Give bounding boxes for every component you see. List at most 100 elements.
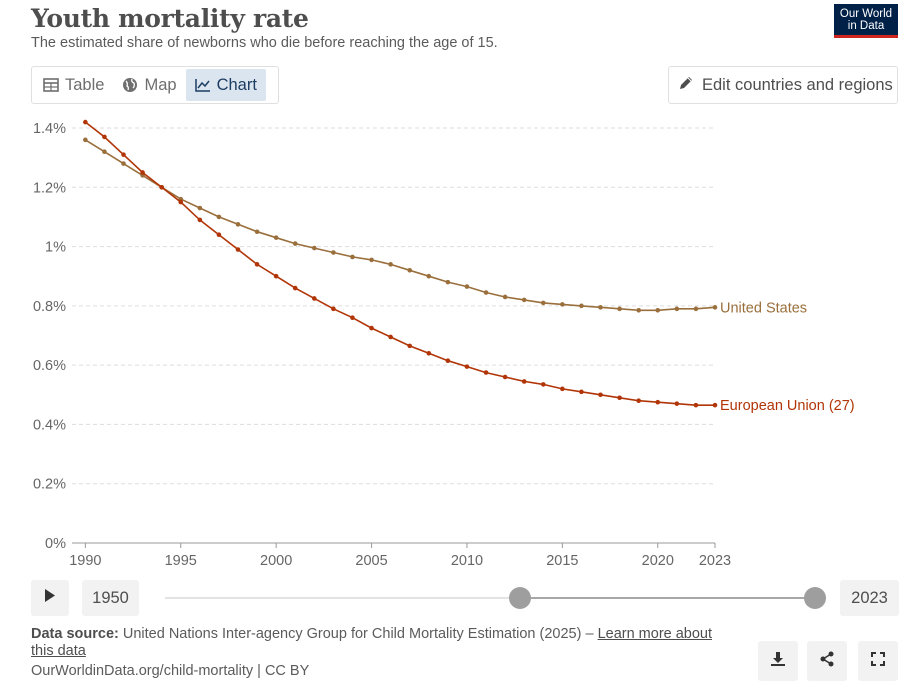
series-line-1[interactable]: [84, 121, 715, 407]
data-point[interactable]: [407, 343, 413, 349]
data-point[interactable]: [502, 294, 508, 300]
data-point[interactable]: [350, 254, 355, 260]
timeline-selected-range[interactable]: [520, 597, 816, 599]
data-point[interactable]: [693, 306, 699, 312]
data-point[interactable]: [369, 325, 374, 331]
data-point[interactable]: [579, 303, 584, 309]
data-point[interactable]: [407, 267, 413, 273]
data-point[interactable]: [540, 300, 546, 306]
data-point[interactable]: [712, 402, 718, 408]
data-point[interactable]: [674, 306, 680, 312]
data-point[interactable]: [617, 395, 622, 401]
x-tick-label: 2000: [260, 553, 292, 569]
x-tick-label: 2015: [546, 553, 578, 569]
series-line-0[interactable]: [84, 139, 716, 312]
data-point[interactable]: [292, 241, 298, 246]
data-point[interactable]: [598, 305, 603, 310]
data-point[interactable]: [254, 229, 260, 235]
data-point[interactable]: [83, 119, 88, 125]
line-chart: 0% 0.2% 0.4% 0.6% 0.8% 1% 1.2% 1.4% 1990 1995 2000…: [33, 119, 855, 569]
data-point[interactable]: [292, 285, 298, 291]
timeline-end-year[interactable]: 2023: [840, 580, 899, 616]
data-point[interactable]: [445, 279, 451, 285]
data-point[interactable]: [445, 358, 451, 363]
timeline-track[interactable]: [165, 597, 815, 599]
data-point[interactable]: [636, 308, 641, 313]
data-point[interactable]: [273, 273, 279, 279]
fullscreen-button[interactable]: [858, 641, 898, 681]
data-point[interactable]: [216, 214, 222, 220]
data-point[interactable]: [521, 297, 527, 303]
data-point[interactable]: [121, 152, 126, 157]
timeline-end-handle[interactable]: [804, 587, 826, 609]
y-tick-label: 0%: [45, 536, 66, 552]
tab-table[interactable]: Table: [34, 69, 113, 101]
data-point[interactable]: [331, 250, 336, 255]
edit-countries-button[interactable]: Edit countries and regions: [668, 66, 898, 104]
data-point[interactable]: [83, 137, 88, 143]
data-point[interactable]: [464, 364, 470, 369]
data-point[interactable]: [579, 389, 584, 395]
logo-accent-bar: [834, 35, 898, 38]
data-point[interactable]: [216, 232, 222, 238]
data-point[interactable]: [655, 308, 661, 313]
timeline-start-handle[interactable]: [509, 587, 531, 609]
data-point[interactable]: [197, 217, 203, 223]
line-chart-icon: [194, 78, 211, 92]
owid-logo[interactable]: Our World in Data: [834, 4, 898, 38]
timeline-start-year[interactable]: 1950: [82, 580, 139, 616]
data-point[interactable]: [502, 374, 508, 380]
data-point[interactable]: [102, 134, 107, 140]
data-point[interactable]: [140, 170, 145, 175]
series-lines: [83, 119, 718, 408]
x-tick-label: 2010: [451, 553, 483, 569]
data-point[interactable]: [331, 306, 336, 312]
data-point[interactable]: [712, 305, 718, 310]
data-point[interactable]: [655, 399, 661, 405]
data-point[interactable]: [102, 149, 107, 155]
series-label-1[interactable]: European Union (27): [720, 398, 855, 414]
data-point[interactable]: [674, 401, 680, 406]
data-point[interactable]: [197, 205, 203, 211]
series-label-0[interactable]: United States: [720, 300, 807, 316]
data-point[interactable]: [388, 334, 393, 340]
data-point[interactable]: [178, 199, 184, 205]
source-label: Data source:: [31, 626, 119, 642]
x-tick-label: 2020: [642, 553, 674, 569]
data-point[interactable]: [521, 379, 527, 384]
data-point[interactable]: [235, 247, 241, 252]
globe-icon: [122, 77, 138, 93]
data-point[interactable]: [560, 386, 565, 392]
data-point[interactable]: [693, 402, 699, 408]
data-point[interactable]: [636, 398, 641, 404]
download-button[interactable]: [758, 641, 798, 681]
data-point[interactable]: [540, 382, 546, 387]
y-tick-label: 1%: [45, 240, 66, 256]
data-point[interactable]: [254, 262, 260, 267]
data-point[interactable]: [121, 161, 126, 166]
data-point[interactable]: [235, 222, 241, 227]
x-tick-label: 2005: [355, 553, 387, 569]
play-button[interactable]: [31, 580, 69, 616]
data-point[interactable]: [369, 257, 374, 263]
data-point[interactable]: [483, 370, 489, 375]
data-point[interactable]: [312, 296, 317, 301]
data-point[interactable]: [388, 262, 393, 267]
data-point[interactable]: [560, 302, 565, 307]
data-point[interactable]: [312, 245, 317, 251]
data-point[interactable]: [483, 290, 489, 295]
data-point[interactable]: [598, 392, 603, 398]
tab-map[interactable]: Map: [113, 69, 185, 101]
data-point[interactable]: [617, 306, 622, 312]
data-point[interactable]: [426, 273, 432, 279]
tab-chart[interactable]: Chart: [185, 69, 266, 101]
learn-more-link[interactable]: Learn more about this data: [31, 626, 713, 659]
share-button[interactable]: [807, 641, 847, 681]
data-point[interactable]: [159, 184, 164, 190]
y-tick-label: 0.2%: [33, 477, 66, 493]
data-point[interactable]: [273, 235, 279, 240]
data-point[interactable]: [350, 315, 355, 321]
data-point[interactable]: [426, 350, 432, 356]
data-point[interactable]: [464, 284, 470, 289]
x-tick-label: 2023: [699, 553, 731, 569]
